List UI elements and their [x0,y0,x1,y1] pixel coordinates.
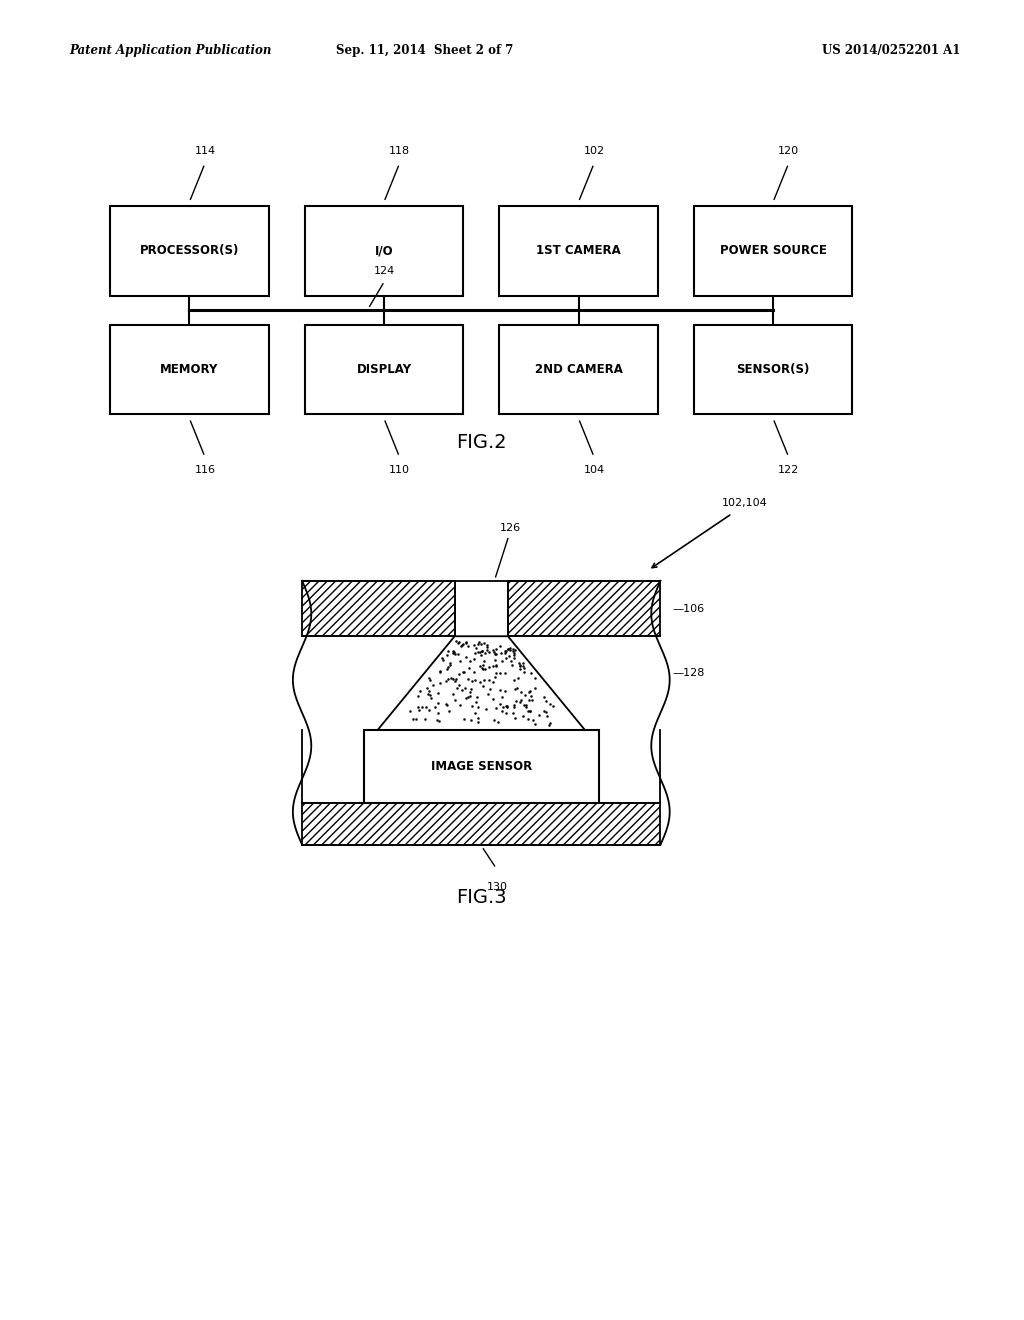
Text: 130: 130 [486,882,508,892]
Text: PROCESSOR(S): PROCESSOR(S) [139,244,240,257]
Text: 102: 102 [584,145,605,156]
Text: FIG.3: FIG.3 [456,888,507,907]
Text: IMAGE SENSOR: IMAGE SENSOR [431,760,531,772]
Polygon shape [378,636,585,730]
Bar [364,730,599,803]
Text: 114: 114 [195,145,216,156]
Text: 124: 124 [374,265,395,276]
Text: 116: 116 [195,465,216,475]
Bar [499,206,657,296]
Text: 122: 122 [778,465,800,475]
Bar [508,581,660,636]
Text: 126: 126 [500,523,521,533]
Text: 1ST CAMERA: 1ST CAMERA [537,244,621,257]
Bar [302,803,660,845]
Text: I/O: I/O [375,244,393,257]
Text: 104: 104 [584,465,605,475]
Text: 120: 120 [778,145,800,156]
Bar [694,325,852,414]
Text: MEMORY: MEMORY [160,363,219,376]
Bar [111,206,268,296]
Text: —128: —128 [673,668,706,677]
Bar [694,206,852,296]
Text: POWER SOURCE: POWER SOURCE [720,244,826,257]
Text: 102,104: 102,104 [722,498,768,508]
Text: 2ND CAMERA: 2ND CAMERA [535,363,623,376]
Text: SENSOR(S): SENSOR(S) [736,363,810,376]
Text: —106: —106 [673,603,705,614]
Text: 110: 110 [389,465,411,475]
Bar [305,325,463,414]
Text: FIG.2: FIG.2 [456,433,507,451]
Bar [499,325,657,414]
Text: Patent Application Publication: Patent Application Publication [70,44,272,57]
Text: US 2014/0252201 A1: US 2014/0252201 A1 [821,44,961,57]
Text: 118: 118 [389,145,411,156]
Bar [305,206,463,296]
Text: DISPLAY: DISPLAY [356,363,412,376]
Text: Sep. 11, 2014  Sheet 2 of 7: Sep. 11, 2014 Sheet 2 of 7 [336,44,514,57]
Bar [111,325,268,414]
Bar [302,581,455,636]
